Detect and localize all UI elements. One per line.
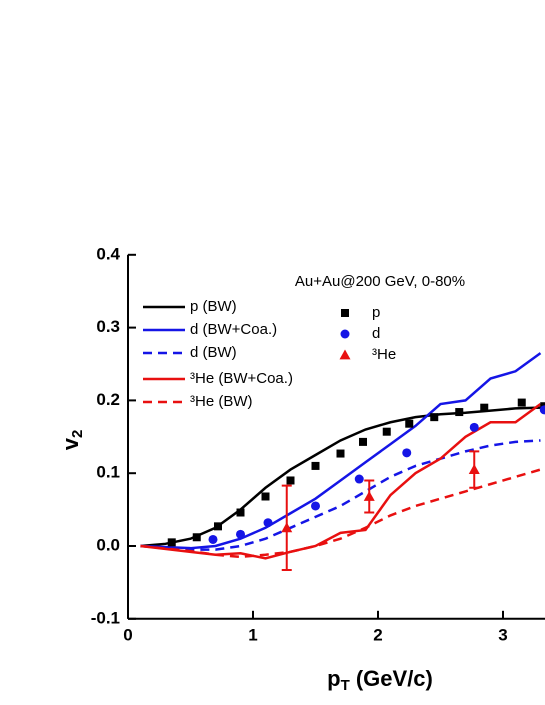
legend-label: d (BW) — [190, 344, 237, 361]
point — [469, 422, 479, 432]
legend-marker — [340, 329, 350, 339]
x-tick-label: 0 — [123, 625, 132, 644]
point — [382, 427, 391, 436]
point — [430, 413, 439, 422]
plot-area — [140, 352, 545, 572]
point — [236, 529, 245, 539]
x-axis-label: pT (GeV/c) — [327, 666, 433, 694]
y-tick-label: 0.1 — [96, 463, 120, 482]
point — [539, 405, 545, 415]
x-tick-label: 3 — [498, 625, 507, 644]
legend-label: ³He (BW+Coa.) — [190, 370, 293, 387]
point — [311, 501, 320, 511]
point — [192, 533, 201, 542]
point — [214, 522, 222, 531]
legend-label: d (BW+Coa.) — [190, 321, 277, 338]
point — [455, 408, 464, 417]
y-axis-label: v2 — [58, 430, 86, 451]
y-tick-label: 0.2 — [96, 390, 120, 409]
line-series — [140, 468, 541, 559]
annotation: Au+Au@200 GeV, 0-80% — [295, 273, 465, 290]
point — [236, 508, 245, 517]
point — [263, 518, 273, 528]
y-label-part: 2 — [69, 430, 86, 438]
x-tick-label: 1 — [248, 625, 257, 644]
y-tick-label: -0.1 — [91, 608, 120, 627]
legend-label: p (BW) — [190, 298, 237, 315]
point — [286, 476, 295, 485]
legend-marker — [341, 309, 349, 317]
point — [208, 534, 218, 544]
line-series — [140, 406, 541, 548]
point — [468, 464, 480, 474]
legend-marker — [339, 349, 351, 360]
y-tick-label: 0.3 — [96, 317, 120, 336]
point — [311, 461, 320, 470]
point — [336, 449, 345, 458]
point — [480, 403, 489, 412]
point — [359, 437, 367, 446]
legend-label: p — [372, 304, 380, 321]
point — [517, 398, 526, 407]
point — [363, 490, 375, 501]
legend-label: d — [372, 325, 380, 342]
x-label-part: T — [341, 677, 350, 694]
point — [402, 448, 412, 458]
legend-label: ³He — [372, 346, 396, 363]
point — [405, 419, 414, 428]
x-label-part: (GeV/c) — [350, 666, 433, 691]
y-tick-label: 0.0 — [96, 535, 120, 554]
line-series — [140, 352, 542, 550]
y-tick-label: 0.4 — [96, 244, 120, 263]
point — [261, 492, 270, 501]
point — [281, 522, 293, 533]
x-label-part: p — [327, 666, 340, 691]
y-label-part: v — [58, 437, 83, 450]
x-tick-label: 2 — [373, 625, 382, 644]
point — [354, 474, 364, 484]
point — [167, 538, 176, 547]
legend-label: ³He (BW) — [190, 393, 253, 410]
